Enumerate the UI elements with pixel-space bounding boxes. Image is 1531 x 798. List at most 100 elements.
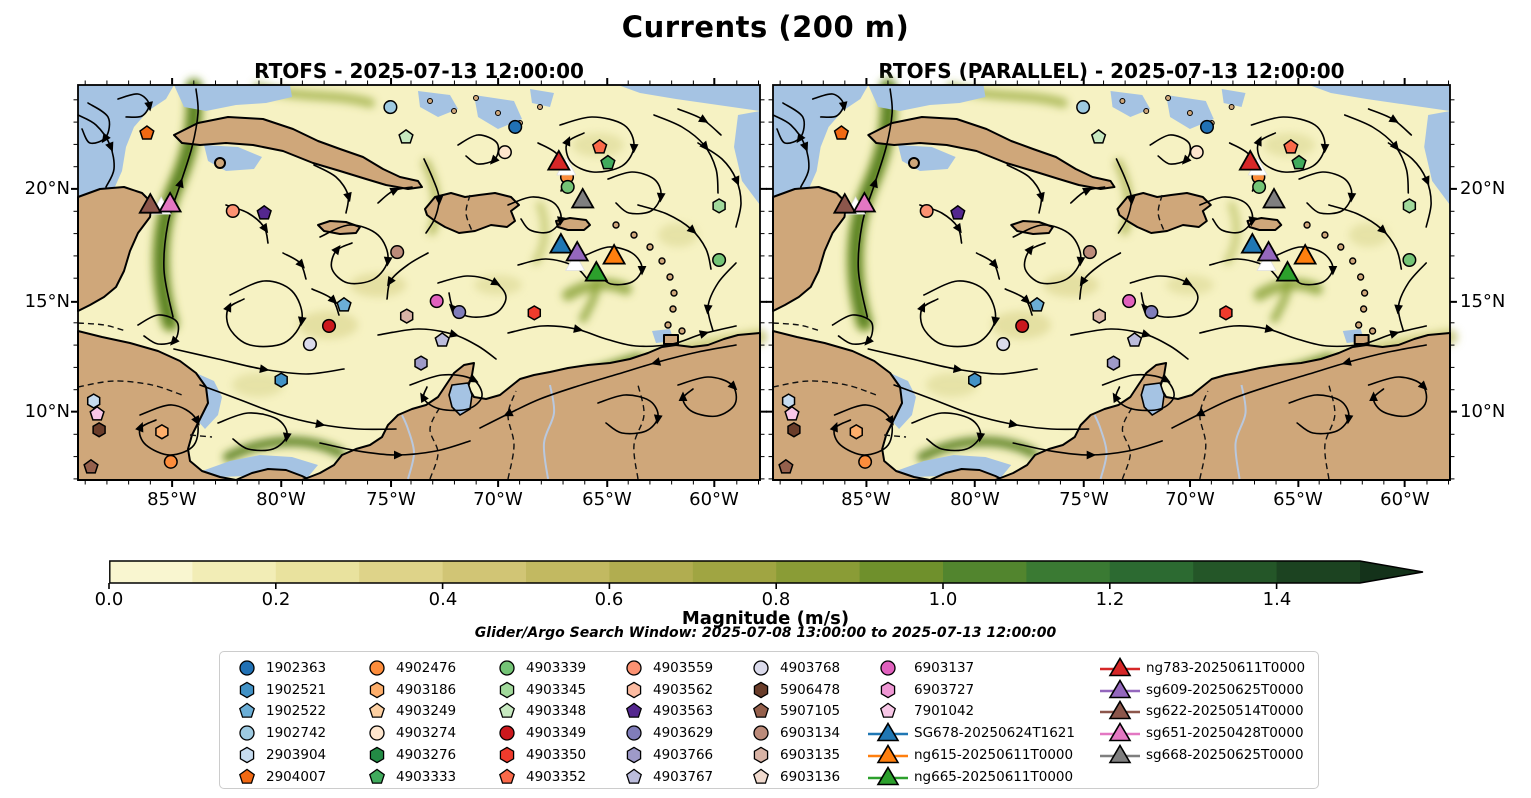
x-tick-label: 70°W <box>473 489 523 510</box>
legend-entry-sg668-20250625T0000: sg668-20250625T0000 <box>220 743 1318 766</box>
marker-1902363 <box>508 119 523 134</box>
map-frame <box>77 84 761 481</box>
legend-pentagon-marker <box>369 768 385 784</box>
legend-label: sg668-20250625T0000 <box>1146 746 1304 763</box>
legend-glider-marker <box>1100 743 1140 764</box>
x-tick-label: 65°W <box>1273 489 1323 510</box>
marker-7901042 <box>89 405 105 421</box>
legend-label: 4903333 <box>396 768 457 785</box>
marker-4903339 <box>712 252 727 268</box>
legend-label: 4903352 <box>526 768 587 785</box>
legend-entry-4903345: 4903345 <box>220 679 1318 701</box>
marker-4903333 <box>1291 154 1307 170</box>
marker-4903768 <box>302 337 317 352</box>
marker-sg651-20250428T0000 <box>852 191 877 213</box>
map-rtofs <box>71 78 768 487</box>
legend-label: 2904007 <box>266 768 327 785</box>
legend-label: 6903135 <box>780 746 841 763</box>
legend-hexagon-marker <box>626 746 642 764</box>
marker-4903333 <box>600 154 616 170</box>
marker-4903348 <box>398 128 414 144</box>
legend-glider-marker <box>1100 700 1140 720</box>
float-markers <box>778 100 1417 474</box>
marker-4903767 <box>1126 332 1143 347</box>
colorbar-tick-label: 1.2 <box>1095 589 1125 610</box>
legend-label: 7901042 <box>914 703 975 720</box>
legend-hexagon-marker <box>499 746 515 764</box>
legend-hexagon-marker <box>880 681 896 699</box>
colorbar <box>108 560 1424 589</box>
marker-ng783-20250611T0000 <box>1238 149 1263 171</box>
legend-entry-sg609-20250625T0000: sg609-20250625T0000 <box>220 678 1318 701</box>
legend-pentagon-marker <box>499 702 515 719</box>
ghost-triangle-marker <box>565 252 586 271</box>
triangle-marker-icon <box>1108 722 1132 742</box>
x-tick-label: 70°W <box>1165 489 1215 510</box>
legend-label: 4903349 <box>526 725 587 742</box>
legend-entry-4903352: 4903352 <box>220 766 1318 788</box>
triangle-marker-icon <box>876 722 900 742</box>
marker-1902521 <box>968 372 982 388</box>
colorbar-outline <box>109 560 1424 584</box>
legend-entry-SG678-20250624T1621: SG678-20250624T1621 <box>220 722 1318 744</box>
legend-pentagon-marker <box>626 768 642 784</box>
legend-label: sg609-20250625T0000 <box>1146 681 1304 698</box>
marker-4903274 <box>1189 145 1204 160</box>
marker-2903904 <box>781 393 796 409</box>
y-tick-label-left: 15°N <box>24 291 70 312</box>
colorbar-ticks <box>108 583 1278 589</box>
legend-label: 6903727 <box>914 681 975 698</box>
legend-entry-4903339: 4903339 <box>220 657 1318 679</box>
marker-sg609-20250625T0000 <box>565 240 590 262</box>
legend-pentagon-marker <box>499 768 515 784</box>
marker-4903350 <box>527 305 542 321</box>
marker-4903352 <box>1283 138 1299 154</box>
legend-entry-6903136: 6903136 <box>220 766 1318 788</box>
x-tick-label: 75°W <box>1059 489 1109 510</box>
legend-label: 4903766 <box>653 746 714 763</box>
marker-4903186 <box>849 424 863 440</box>
legend-label: 6903134 <box>780 725 841 742</box>
legend-entry-4903274: 4903274 <box>220 722 1318 744</box>
legend-hexagon-marker <box>753 746 769 764</box>
legend-label: 4903767 <box>653 768 714 785</box>
legend-circle-marker <box>880 660 896 676</box>
legend-entry-4903276: 4903276 <box>220 744 1318 766</box>
legend-pentagon-marker <box>369 702 385 719</box>
legend-entry-4903249: 4903249 <box>220 700 1318 722</box>
legend-entry-ng783-20250611T0000: ng783-20250611T0000 <box>220 656 1318 679</box>
legend-pentagon-marker <box>753 768 769 784</box>
legend-label: 1902742 <box>266 725 327 742</box>
marker-2903904 <box>86 393 101 409</box>
marker-2904007 <box>139 125 155 140</box>
marker-4902476 <box>858 454 873 469</box>
legend-hexagon-marker <box>239 681 255 699</box>
legend-label: ng615-20250611T0000 <box>914 746 1074 763</box>
map-frame <box>772 84 1451 481</box>
legend-entry-5907105: 5907105 <box>220 700 1318 722</box>
legend-hexagon-marker <box>626 681 642 699</box>
marker-4903349 <box>1015 318 1030 333</box>
legend-label: 4903559 <box>653 660 714 676</box>
country-borders <box>77 194 645 480</box>
legend-circle-marker <box>499 725 515 741</box>
marker-ng615-20250611T0000 <box>1293 243 1318 265</box>
figure-title: Currents (200 m) <box>621 10 910 44</box>
rivers <box>401 384 556 480</box>
legend-circle-marker <box>239 660 255 676</box>
marker-SG678-20250624T1621 <box>548 232 573 254</box>
marker-1902522 <box>1029 296 1045 312</box>
legend-entry-6903134: 6903134 <box>220 722 1318 744</box>
map-rtofs-parallel <box>766 78 1458 487</box>
marker-4903768 <box>996 337 1011 352</box>
legend-label: 4903276 <box>396 746 457 763</box>
x-tick-label: 65°W <box>582 489 632 510</box>
marker-4903339 <box>560 179 575 194</box>
legend-entry-2903904: 2903904 <box>220 744 1318 766</box>
legend-entry-ng615-20250611T0000: ng615-20250611T0000 <box>220 743 1318 766</box>
legend-entry-4903767: 4903767 <box>220 766 1318 788</box>
legend-label: 5907105 <box>780 703 841 720</box>
x-tick-label: 80°W <box>256 489 306 510</box>
legend-pentagon-marker <box>753 702 769 719</box>
legend-entry-1902521: 1902521 <box>220 679 1318 701</box>
